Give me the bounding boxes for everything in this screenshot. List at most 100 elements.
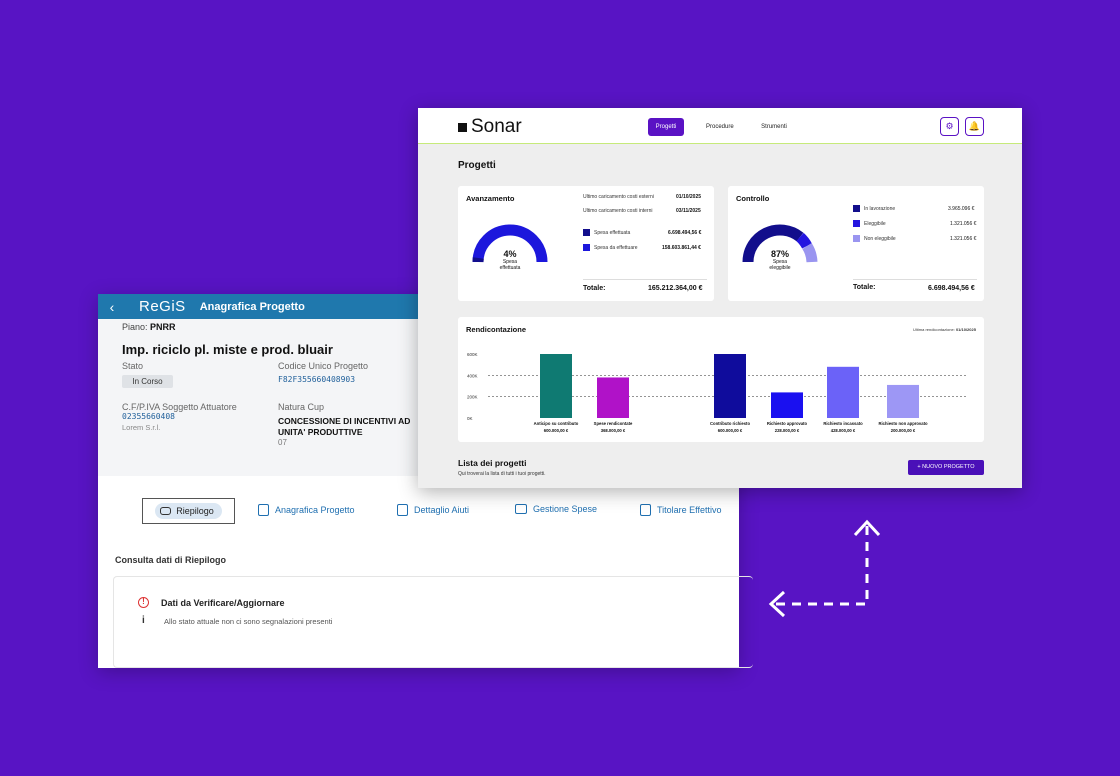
row1-label: Ultimo caricamento costi esterni [583,194,654,200]
sonar-navbar: Sonar Progetti Procedure Strumenti ⚙ 🔔 [418,108,1022,144]
natura-code: 07 [278,438,287,447]
value-label: 200.000,00 € [891,428,916,433]
tab-dettaglio-label: Dettaglio Aiuti [414,505,470,515]
page-title: Progetti [458,160,496,171]
alert-card: ! Dati da Verificare/Aggiornare i Allo s… [113,576,753,668]
tab-titolare-label: Titolare Effettivo [657,505,722,515]
regis-tabs: Riepilogo Anagrafica Progetto Dettaglio … [98,494,739,524]
legend-swatch [583,229,590,236]
info-icon: i [142,615,145,626]
gauge-track [472,224,548,263]
cf-value[interactable]: 02355660408 [122,412,175,421]
avanzamento-title: Avanzamento [466,194,515,203]
bar[interactable] [540,354,572,418]
gear-icon[interactable]: ⚙ [940,117,959,136]
category-label: Anticipo su contributo [534,421,579,426]
legend-swatch [853,205,860,212]
bar[interactable] [597,377,629,418]
value-label: 600.000,00 € [718,428,743,433]
regis-title: Anagrafica Progetto [199,300,305,313]
controllo-panel: Controllo 87% Spesa eleggibile In lavora… [728,186,984,301]
rend-date-value: 01/10/2025 [955,327,976,332]
bar[interactable] [714,354,746,418]
tab-anagrafica-label: Anagrafica Progetto [275,505,355,515]
bell-icon[interactable]: 🔔 [965,117,984,136]
gauge-seg-eleggibile [796,232,812,249]
rend-date: Ultima rendicontazione: 01/10/2025 [913,327,976,332]
sonar-window: Sonar Progetti Procedure Strumenti ⚙ 🔔 P… [418,108,1022,488]
warning-icon: ! [138,597,149,608]
category-label: Richiesto non approvato [878,421,928,426]
category-label: Richiesto approvato [767,421,808,426]
gauge-label-1: Spesa [502,259,518,265]
rendicontazione-chart: 600K 400K 200K 0K Anticipo su contributo 600.… [467,352,966,433]
section-title: Consulta dati di Riepilogo [115,555,226,565]
natura-value-2: UNITA' PRODUTTIVE [278,427,363,437]
edit-document-icon [397,504,408,516]
y-tick-label: 400K [467,373,478,378]
controllo-title: Controllo [736,194,770,203]
category-label: Spese rendicontate [594,421,633,426]
natura-label: Natura Cup [278,402,325,412]
tab-anagrafica[interactable]: Anagrafica Progetto [258,504,355,516]
gauge-pct: 87% [770,249,789,259]
lista-title: Lista dei progetti [458,458,527,468]
tab-dettaglio-aiuti[interactable]: Dettaglio Aiuti [397,504,469,516]
cup-label: Codice Unico Progetto [278,361,369,371]
legend-swatch [853,220,860,227]
rendicontazione-title: Rendicontazione [466,325,527,334]
legend1-label: Spesa effettuata [594,230,631,236]
status-badge: In Corso [122,375,173,388]
avanzamento-gauge-label: 4% Spesa effettuata [480,249,540,271]
alert-info: Allo stato attuale non ci sono segnalazi… [164,617,333,626]
brand-text: Sonar [471,116,522,137]
legend-value: 3.965.096 € [948,206,975,212]
project-title: Imp. riciclo pl. miste e prod. bluair [122,342,333,357]
code-icon [515,504,527,514]
row2-label: Ultimo caricamento costi interni [583,208,653,214]
tab-riepilogo-pill: Riepilogo [155,503,222,519]
legend-swatch [583,244,590,251]
nav-progetti[interactable]: Progetti [648,118,684,136]
cf-label: C.F/P.IVA Soggetto Attuatore [122,402,237,412]
dashed-arrow-icon [768,519,881,618]
piano-row: Piano: PNRR [122,322,176,332]
gauge-label-1: Spesa [772,259,788,265]
bar[interactable] [827,366,859,418]
legend-label: Non eleggibile [864,236,896,242]
bar[interactable] [771,392,803,418]
value-label: 600.000,00 € [544,428,569,433]
gauge-label-2: eleggibile [769,265,791,271]
y-tick-label: 600K [467,352,478,357]
legend-swatch [853,235,860,242]
rend-date-label: Ultima rendicontazione: [913,327,955,332]
cup-value[interactable]: F82F355660408903 [278,375,356,384]
piano-label: Piano: [122,322,148,332]
y-tick-label: 200K [467,395,478,400]
tab-titolare[interactable]: Titolare Effettivo [640,504,722,516]
value-label: 428.000,00 € [831,428,856,433]
cf-name: Lorem S.r.l. [122,423,161,432]
bar[interactable] [887,384,919,418]
gauge-seg-lavorazione [742,224,804,263]
nav-strumenti[interactable]: Strumenti [761,124,787,130]
row1-value: 01/10/2025 [676,194,702,200]
new-project-button[interactable]: + NUOVO PROGETTO [908,460,984,475]
chevron-left-icon[interactable]: ‹ [109,298,115,315]
lista-subtitle: Qui troverai la lista di tutti i tuoi pr… [458,471,546,477]
totale-value: 6.698.494,56 € [928,285,975,292]
document-icon [258,504,269,516]
tab-gestione-spese[interactable]: Gestione Spese [515,504,597,514]
avanzamento-gauge [472,224,548,263]
value-label: 368.000,00 € [601,428,626,433]
avanzamento-panel: Avanzamento 4% Spesa effettuata Ultimo c… [458,186,714,301]
tab-riepilogo-label: Riepilogo [176,506,214,516]
tab-gestione-label: Gestione Spese [533,504,598,514]
legend2-value: 158.603.861,44 € [662,245,701,251]
tab-riepilogo[interactable]: Riepilogo [142,498,235,524]
piano-value: PNRR [150,322,176,332]
natura-value-1: CONCESSIONE DI INCENTIVI AD [278,416,411,426]
nav-procedure[interactable]: Procedure [706,124,734,130]
regis-logo: ReGiS [139,298,186,315]
legend-value: 1.321.056 € [950,236,977,242]
